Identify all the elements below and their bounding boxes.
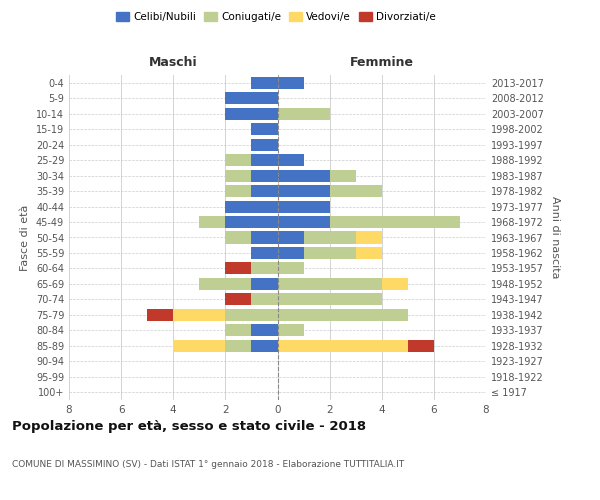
Bar — [226, 92, 277, 104]
Bar — [277, 185, 329, 197]
Bar — [277, 247, 304, 259]
Bar — [277, 324, 304, 336]
Bar — [277, 76, 304, 89]
Bar — [226, 170, 251, 181]
Bar — [251, 185, 277, 197]
Bar — [226, 154, 251, 166]
Bar — [356, 232, 382, 243]
Legend: Celibi/Nubili, Coniugati/e, Vedovi/e, Divorziati/e: Celibi/Nubili, Coniugati/e, Vedovi/e, Di… — [112, 8, 440, 26]
Bar — [408, 340, 434, 352]
Bar — [277, 108, 329, 120]
Bar — [226, 185, 251, 197]
Bar — [277, 278, 382, 290]
Bar — [277, 340, 408, 352]
Text: COMUNE DI MASSIMINO (SV) - Dati ISTAT 1° gennaio 2018 - Elaborazione TUTTITALIA.: COMUNE DI MASSIMINO (SV) - Dati ISTAT 1°… — [12, 460, 404, 469]
Bar — [304, 247, 356, 259]
Bar — [251, 262, 277, 274]
Y-axis label: Anni di nascita: Anni di nascita — [550, 196, 560, 279]
Bar — [356, 247, 382, 259]
Bar — [173, 309, 226, 321]
Bar — [329, 216, 460, 228]
Bar — [173, 340, 226, 352]
Bar — [199, 216, 226, 228]
Bar — [147, 309, 173, 321]
Bar — [277, 309, 408, 321]
Bar — [277, 200, 329, 212]
Bar — [251, 154, 277, 166]
Bar — [251, 232, 277, 243]
Bar — [226, 216, 277, 228]
Bar — [277, 294, 382, 306]
Bar — [226, 108, 277, 120]
Bar — [251, 294, 277, 306]
Bar — [226, 309, 277, 321]
Bar — [277, 216, 329, 228]
Bar — [277, 154, 304, 166]
Text: Maschi: Maschi — [149, 56, 197, 69]
Bar — [226, 232, 251, 243]
Bar — [277, 170, 329, 181]
Bar — [226, 294, 251, 306]
Text: Femmine: Femmine — [350, 56, 414, 69]
Bar — [251, 138, 277, 150]
Text: Popolazione per età, sesso e stato civile - 2018: Popolazione per età, sesso e stato civil… — [12, 420, 366, 433]
Y-axis label: Fasce di età: Fasce di età — [20, 204, 30, 270]
Bar — [226, 200, 277, 212]
Bar — [251, 340, 277, 352]
Bar — [382, 278, 408, 290]
Bar — [304, 232, 356, 243]
Bar — [251, 123, 277, 135]
Bar — [277, 232, 304, 243]
Bar — [199, 278, 251, 290]
Bar — [226, 340, 251, 352]
Bar — [251, 247, 277, 259]
Bar — [251, 278, 277, 290]
Bar — [329, 170, 356, 181]
Bar — [251, 170, 277, 181]
Bar — [226, 262, 251, 274]
Bar — [251, 324, 277, 336]
Bar — [226, 324, 251, 336]
Bar — [251, 76, 277, 89]
Bar — [329, 185, 382, 197]
Bar — [277, 262, 304, 274]
